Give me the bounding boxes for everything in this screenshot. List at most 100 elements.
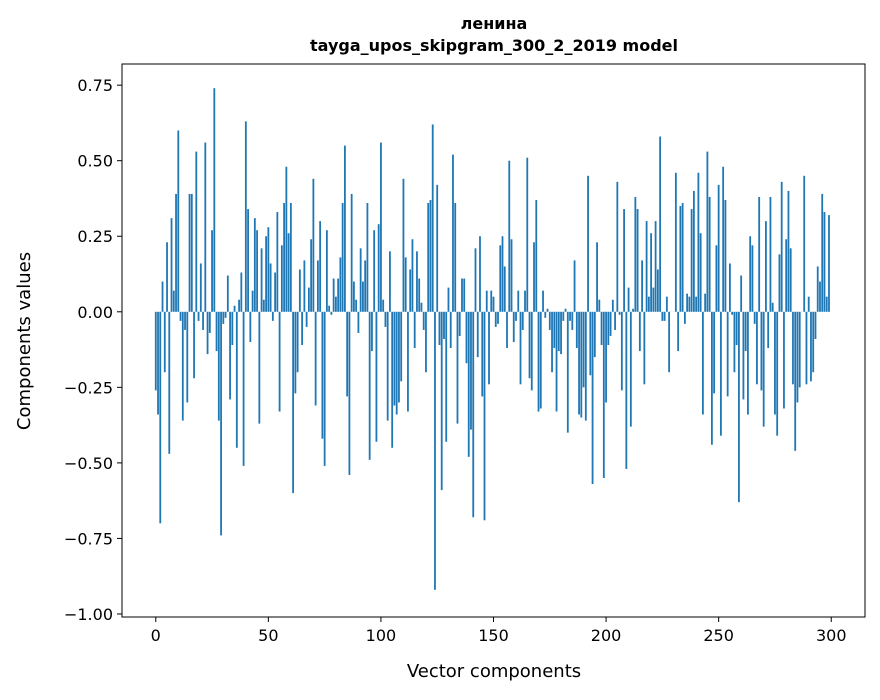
bar xyxy=(159,312,161,524)
bar xyxy=(736,312,738,345)
bar xyxy=(272,312,274,321)
bar xyxy=(571,312,573,330)
bar xyxy=(490,291,492,312)
bar xyxy=(583,312,585,388)
bar xyxy=(454,203,456,312)
bar xyxy=(330,312,332,315)
bar xyxy=(335,297,337,312)
bar xyxy=(443,312,445,339)
y-tick-label: 0.25 xyxy=(77,227,113,246)
y-tick-label: 0.50 xyxy=(77,152,113,171)
bar xyxy=(349,312,351,475)
bar xyxy=(281,245,283,311)
bar xyxy=(722,167,724,312)
bar xyxy=(526,158,528,312)
bar xyxy=(499,245,501,311)
x-tick-label: 150 xyxy=(478,626,509,645)
bar xyxy=(373,230,375,312)
bar xyxy=(414,312,416,348)
bar xyxy=(283,203,285,312)
bar xyxy=(382,300,384,312)
bar xyxy=(819,282,821,312)
bar xyxy=(213,88,215,312)
bar xyxy=(513,312,515,342)
bar xyxy=(432,124,434,311)
bar xyxy=(249,312,251,342)
bar xyxy=(308,288,310,312)
bar xyxy=(520,312,522,385)
bars-group xyxy=(155,88,830,590)
bar xyxy=(650,233,652,312)
bar xyxy=(601,312,603,345)
x-tick-label: 250 xyxy=(703,626,734,645)
bar xyxy=(711,312,713,445)
y-tick-label: −0.25 xyxy=(64,378,113,397)
bar xyxy=(605,312,607,403)
bar xyxy=(783,312,785,409)
bar xyxy=(389,251,391,311)
bar xyxy=(463,279,465,312)
bar xyxy=(743,312,745,400)
bar xyxy=(466,312,468,363)
bar xyxy=(387,312,389,421)
bar xyxy=(245,121,247,311)
bar xyxy=(704,294,706,312)
bar xyxy=(567,312,569,433)
bar xyxy=(781,182,783,312)
bar xyxy=(182,312,184,421)
bar xyxy=(770,197,772,312)
bar xyxy=(457,312,459,424)
bar xyxy=(234,306,236,312)
bar xyxy=(508,161,510,312)
bar xyxy=(682,203,684,312)
bar xyxy=(700,233,702,312)
bar xyxy=(794,312,796,451)
bar xyxy=(263,300,265,312)
bar xyxy=(472,312,474,517)
bar xyxy=(652,288,654,312)
bar xyxy=(367,203,369,312)
bar xyxy=(727,312,729,397)
bar xyxy=(558,312,560,351)
bar xyxy=(630,312,632,427)
bar xyxy=(524,291,526,312)
bar xyxy=(702,312,704,415)
bar xyxy=(594,312,596,357)
bar xyxy=(720,312,722,436)
bar xyxy=(342,203,344,312)
x-tick-label: 100 xyxy=(366,626,397,645)
bar xyxy=(369,312,371,460)
bar xyxy=(310,239,312,312)
bar xyxy=(258,312,260,424)
bar xyxy=(164,312,166,372)
bar xyxy=(346,312,348,397)
bar xyxy=(328,306,330,312)
bar xyxy=(515,312,517,321)
bar xyxy=(659,137,661,312)
bar xyxy=(533,242,535,312)
bar xyxy=(423,312,425,330)
bar xyxy=(616,182,618,312)
bar xyxy=(549,312,551,330)
bar xyxy=(477,312,479,357)
bar xyxy=(312,179,314,312)
bar xyxy=(450,312,452,348)
bar xyxy=(589,312,591,375)
bar xyxy=(621,312,623,391)
bar xyxy=(763,312,765,427)
bar xyxy=(475,248,477,311)
bar xyxy=(398,312,400,403)
x-tick-label: 200 xyxy=(591,626,622,645)
bar xyxy=(189,194,191,312)
bar xyxy=(195,152,197,312)
bar xyxy=(175,194,177,312)
bar xyxy=(285,167,287,312)
bar xyxy=(731,312,733,315)
bar xyxy=(155,312,157,391)
bar xyxy=(319,221,321,312)
bar xyxy=(596,242,598,312)
bar xyxy=(529,312,531,378)
bar xyxy=(761,312,763,391)
bar xyxy=(394,312,396,406)
bar xyxy=(256,230,258,312)
